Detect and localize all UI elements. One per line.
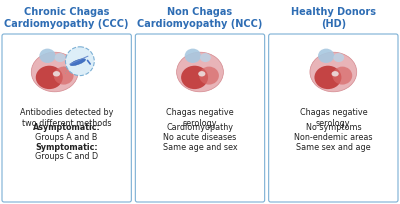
Text: Same age and sex: Same age and sex [163,143,237,152]
Ellipse shape [310,52,357,92]
Ellipse shape [39,49,56,63]
Ellipse shape [185,49,201,63]
Text: No acute diseases: No acute diseases [163,133,237,142]
Text: Chagas negative
serology: Chagas negative serology [166,108,234,128]
Text: Groups A and B: Groups A and B [36,133,98,142]
Text: Cardiomyopathy: Cardiomyopathy [166,123,234,133]
Ellipse shape [332,71,339,76]
Text: Non-endemic areas: Non-endemic areas [294,133,372,142]
Ellipse shape [55,53,66,62]
Ellipse shape [53,71,60,76]
Ellipse shape [200,53,211,62]
Text: No symptoms: No symptoms [306,123,361,133]
Text: Chronic Chagas
Cardiomyopathy (CCC): Chronic Chagas Cardiomyopathy (CCC) [4,7,129,29]
Text: Chagas negative
serology: Chagas negative serology [300,108,367,128]
Ellipse shape [54,67,74,85]
FancyBboxPatch shape [269,34,398,202]
Ellipse shape [318,49,334,63]
Ellipse shape [314,66,342,89]
Ellipse shape [198,71,206,76]
Text: Non Chagas
Cardiomyopathy (NCC): Non Chagas Cardiomyopathy (NCC) [137,7,263,29]
Ellipse shape [36,66,63,89]
Text: Asymptomatic:: Asymptomatic: [33,123,100,133]
Ellipse shape [332,67,352,85]
Ellipse shape [70,59,86,66]
Text: Antibodies detected by
two different methods: Antibodies detected by two different met… [20,108,113,128]
Ellipse shape [181,66,208,89]
Ellipse shape [199,67,219,85]
FancyBboxPatch shape [2,34,131,202]
FancyBboxPatch shape [135,34,265,202]
Circle shape [66,47,94,76]
Text: Groups C and D: Groups C and D [35,152,98,161]
FancyArrowPatch shape [88,60,90,64]
Ellipse shape [31,52,78,92]
Ellipse shape [177,52,223,92]
Text: Symptomatic:: Symptomatic: [35,143,98,152]
Text: Same sex and age: Same sex and age [296,143,371,152]
Text: Healthy Donors
(HD): Healthy Donors (HD) [291,7,376,29]
Ellipse shape [333,53,344,62]
